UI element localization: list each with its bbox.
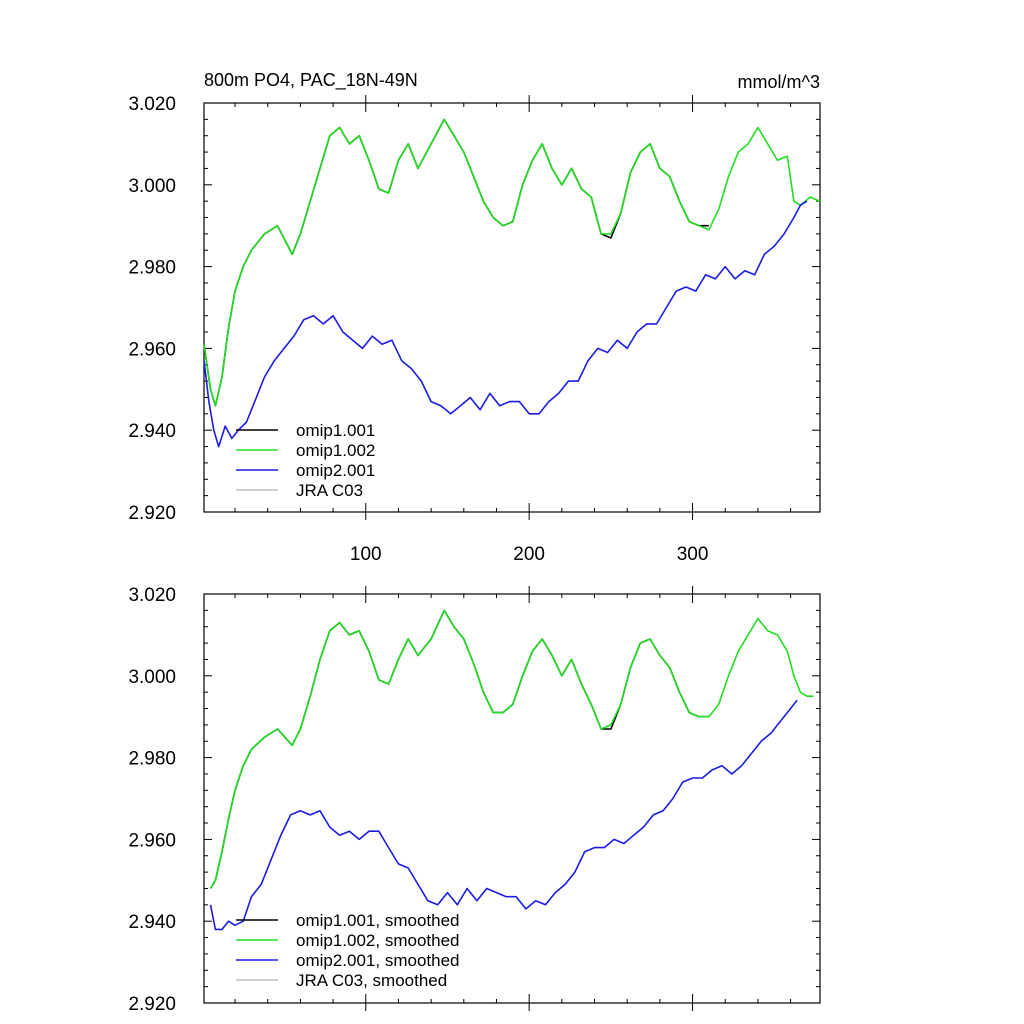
series-line-2 <box>203 118 821 407</box>
series-line-1 <box>203 118 709 407</box>
tick-marks <box>204 586 820 1011</box>
chart-title: 800m PO4, PAC_18N-49N <box>204 70 418 91</box>
legend-label: omip2.001, smoothed <box>296 951 460 970</box>
x-tick-label: 200 <box>513 544 545 565</box>
y-tick-label: 3.000 <box>128 667 176 688</box>
y-tick-label: 2.960 <box>128 830 176 851</box>
legend-label: omip1.002, smoothed <box>296 931 460 950</box>
x-tick-label: 300 <box>677 544 709 565</box>
plot-frame <box>203 102 821 513</box>
y-tick-label: 2.960 <box>128 339 176 360</box>
y-tick-label: 3.020 <box>128 585 176 606</box>
legend-label: omip2.001 <box>296 461 375 480</box>
legend-label: omip1.001, smoothed <box>296 911 460 930</box>
legend-label: omip1.002 <box>296 441 375 460</box>
tick-marks <box>204 95 820 520</box>
x-tick-label: 100 <box>350 544 382 565</box>
top-panel: 2.920 2.940 2.960 2.980 3.000 3.020 100 200 300 o… <box>128 94 821 565</box>
bottom-panel: 2.920 2.940 2.960 2.980 3.000 3.020 omip1.001,… <box>128 585 821 1015</box>
series-line-2 <box>209 609 814 889</box>
y-tick-label: 2.940 <box>128 421 176 442</box>
legend-label: omip1.001 <box>296 421 375 440</box>
legend-label: JRA C03, smoothed <box>296 971 447 990</box>
legend-label: JRA C03 <box>296 481 363 500</box>
plot-frame <box>203 593 821 1004</box>
series-line-3 <box>203 200 808 448</box>
y-tick-label: 2.980 <box>128 258 176 279</box>
series-line-1 <box>209 609 709 889</box>
y-tick-label: 2.940 <box>128 912 176 933</box>
y-tick-label: 3.020 <box>128 94 176 115</box>
y-tick-label: 2.980 <box>128 749 176 770</box>
y-tick-label: 2.920 <box>128 503 176 524</box>
series-line-3 <box>209 699 798 931</box>
y-tick-label: 2.920 <box>128 994 176 1015</box>
y-tick-label: 3.000 <box>128 176 176 197</box>
units-label: mmol/m^3 <box>738 72 820 92</box>
